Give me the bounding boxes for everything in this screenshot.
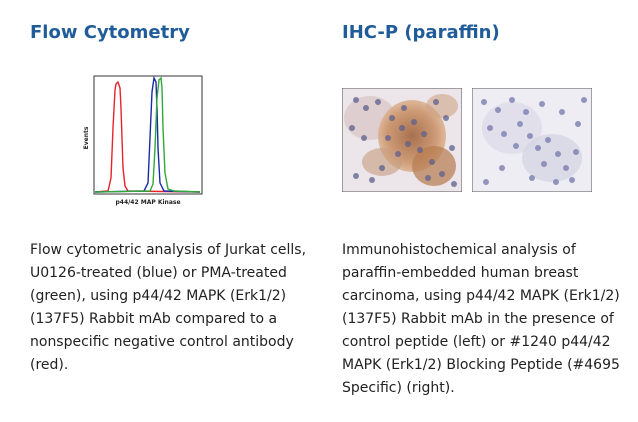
y-axis-label: Events [83,126,90,149]
histogram-blue-series [94,75,201,193]
flow-cytometry-title: Flow Cytometry [30,22,190,43]
flow-cytometry-histogram: Events p44/42 MAP Kinase [78,68,208,208]
ihc-image-control-peptide [342,88,462,192]
ihc-title: IHC-P (paraffin) [342,22,500,43]
x-axis-label: p44/42 MAP Kinase [115,199,180,206]
ihc-right-svg [472,88,592,192]
flow-cytometry-svg: Events p44/42 MAP Kinase [83,75,203,206]
nuclei-dots [481,97,587,185]
ihc-caption: Immunohistochemical analysis of paraffin… [342,242,620,396]
histogram-red-series [94,80,201,193]
ihc-image-blocking-peptide [472,88,592,192]
ihc-left-svg [342,88,462,192]
flow-cytometry-caption: Flow cytometric analysis of Jurkat cells… [30,242,307,373]
histogram-green-series [94,76,201,193]
nuclei-dots [349,97,457,187]
